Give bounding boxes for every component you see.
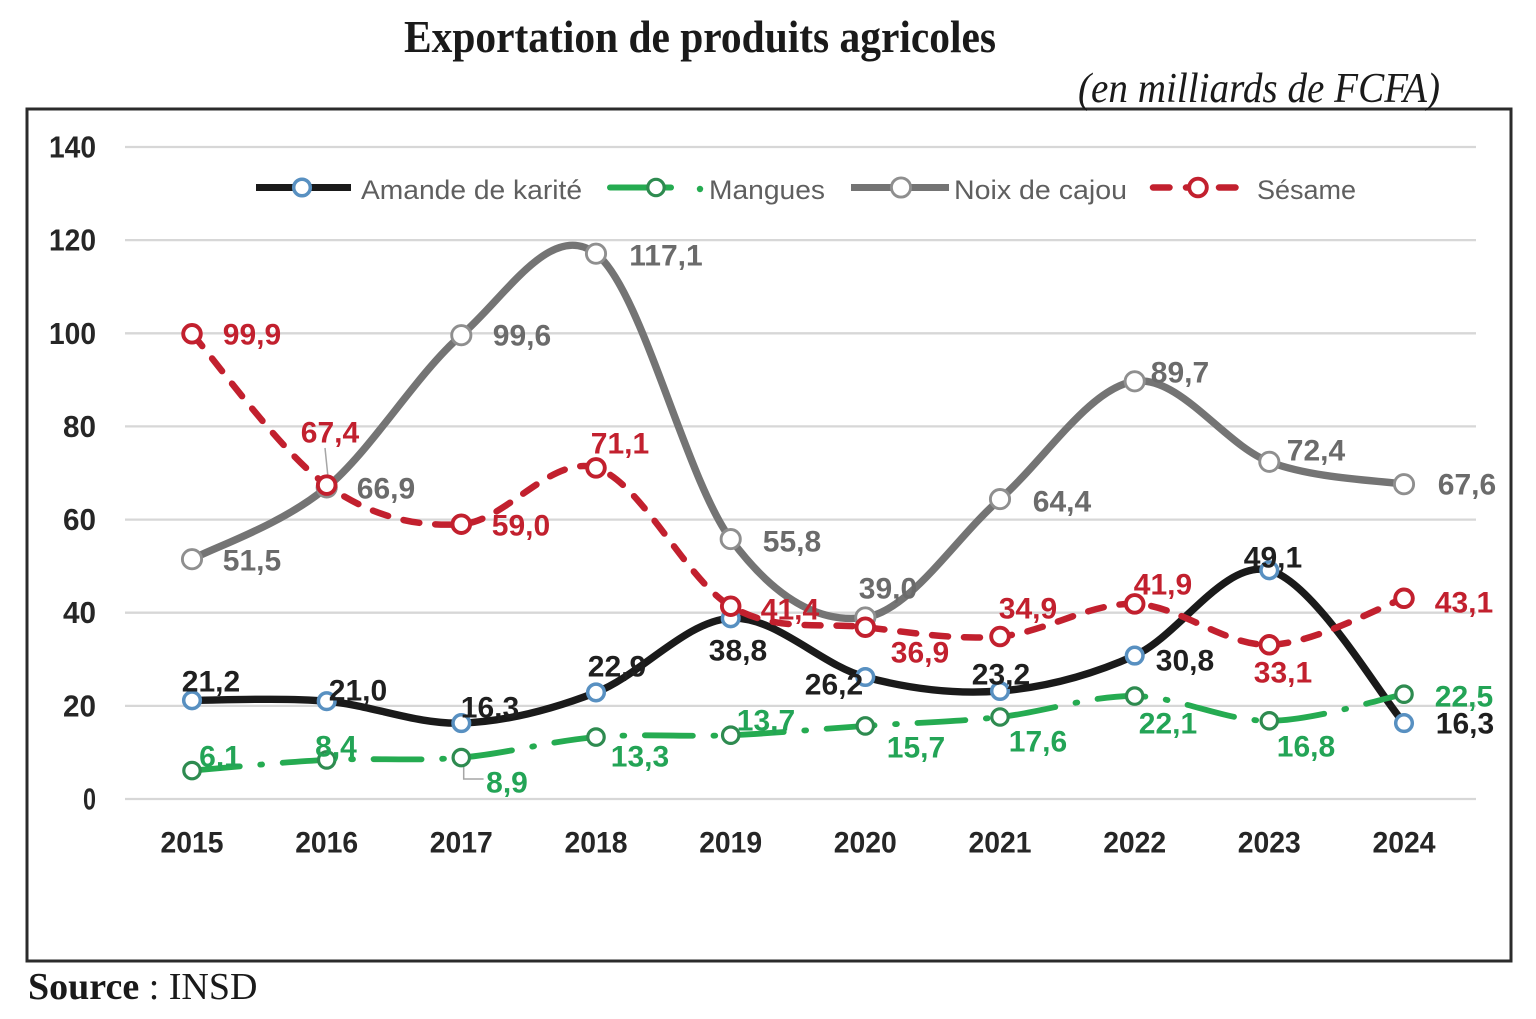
svg-text:16,3: 16,3 (1436, 708, 1494, 741)
svg-text:2020: 2020 (834, 827, 897, 860)
svg-text:2017: 2017 (430, 827, 493, 860)
svg-text:66,9: 66,9 (357, 473, 415, 506)
svg-text:39,0: 39,0 (859, 573, 917, 606)
svg-text:51,5: 51,5 (223, 545, 281, 578)
svg-text:99,9: 99,9 (223, 319, 281, 352)
svg-text:Sésame: Sésame (1257, 175, 1356, 205)
svg-text:72,4: 72,4 (1287, 435, 1346, 468)
svg-text:8,9: 8,9 (486, 767, 528, 800)
svg-text:0: 0 (83, 782, 96, 817)
svg-text:21,0: 21,0 (329, 675, 387, 708)
svg-text:23,2: 23,2 (972, 659, 1030, 692)
svg-text:64,4: 64,4 (1033, 486, 1092, 519)
svg-text:43,1: 43,1 (1435, 587, 1493, 620)
svg-text:89,7: 89,7 (1151, 357, 1209, 390)
svg-text:80: 80 (63, 409, 96, 444)
svg-text:67,6: 67,6 (1438, 469, 1496, 502)
svg-text:Mangues: Mangues (709, 175, 825, 205)
svg-text:13,3: 13,3 (611, 741, 669, 774)
svg-text:15,7: 15,7 (887, 732, 945, 765)
svg-text:100: 100 (49, 316, 96, 351)
svg-text:2019: 2019 (699, 827, 762, 860)
svg-text:117,1: 117,1 (629, 240, 702, 273)
svg-text:41,9: 41,9 (1134, 569, 1192, 602)
svg-text:26,2: 26,2 (805, 669, 863, 702)
svg-text:2024: 2024 (1373, 827, 1436, 860)
svg-text:59,0: 59,0 (492, 510, 550, 543)
svg-text:71,1: 71,1 (591, 428, 649, 461)
svg-text:Amande de karité: Amande de karité (361, 175, 582, 205)
svg-text:6,1: 6,1 (199, 741, 241, 774)
svg-text:16,8: 16,8 (1277, 731, 1335, 764)
svg-text:17,6: 17,6 (1009, 726, 1067, 759)
svg-text:21,2: 21,2 (182, 666, 240, 699)
svg-text:16,3: 16,3 (461, 692, 519, 725)
svg-text:(en milliards de FCFA): (en milliards de FCFA) (1078, 66, 1440, 112)
svg-text:2022: 2022 (1103, 827, 1166, 860)
svg-text:Source : INSD: Source : INSD (28, 966, 257, 1008)
svg-text:8,4: 8,4 (315, 731, 357, 764)
svg-text:41,4: 41,4 (761, 594, 820, 627)
svg-text:99,6: 99,6 (493, 320, 551, 353)
svg-text:22,9: 22,9 (588, 651, 646, 684)
svg-text:67,4: 67,4 (301, 417, 360, 450)
svg-text:2015: 2015 (161, 827, 224, 860)
svg-text:38,8: 38,8 (709, 635, 767, 668)
svg-text:30,8: 30,8 (1156, 645, 1214, 678)
svg-text:22,1: 22,1 (1139, 708, 1197, 741)
svg-text:2023: 2023 (1238, 827, 1301, 860)
svg-text:2021: 2021 (969, 827, 1032, 860)
svg-text:33,1: 33,1 (1254, 657, 1312, 690)
svg-text:49,1: 49,1 (1244, 542, 1302, 575)
svg-text:120: 120 (49, 223, 96, 258)
svg-text:22,5: 22,5 (1435, 681, 1493, 714)
svg-text:13,7: 13,7 (737, 705, 795, 738)
svg-text:20: 20 (63, 688, 96, 723)
svg-text:Exportation de produits agrico: Exportation de produits agricoles (404, 11, 996, 62)
svg-text:34,9: 34,9 (999, 593, 1057, 626)
svg-text:2016: 2016 (295, 827, 358, 860)
svg-text:Noix de cajou: Noix de cajou (954, 175, 1127, 205)
svg-text:2018: 2018 (565, 827, 628, 860)
svg-text:40: 40 (63, 595, 96, 630)
svg-text:36,9: 36,9 (891, 637, 949, 670)
svg-text:55,8: 55,8 (763, 526, 821, 559)
svg-text:60: 60 (63, 502, 96, 537)
svg-text:140: 140 (49, 130, 96, 165)
